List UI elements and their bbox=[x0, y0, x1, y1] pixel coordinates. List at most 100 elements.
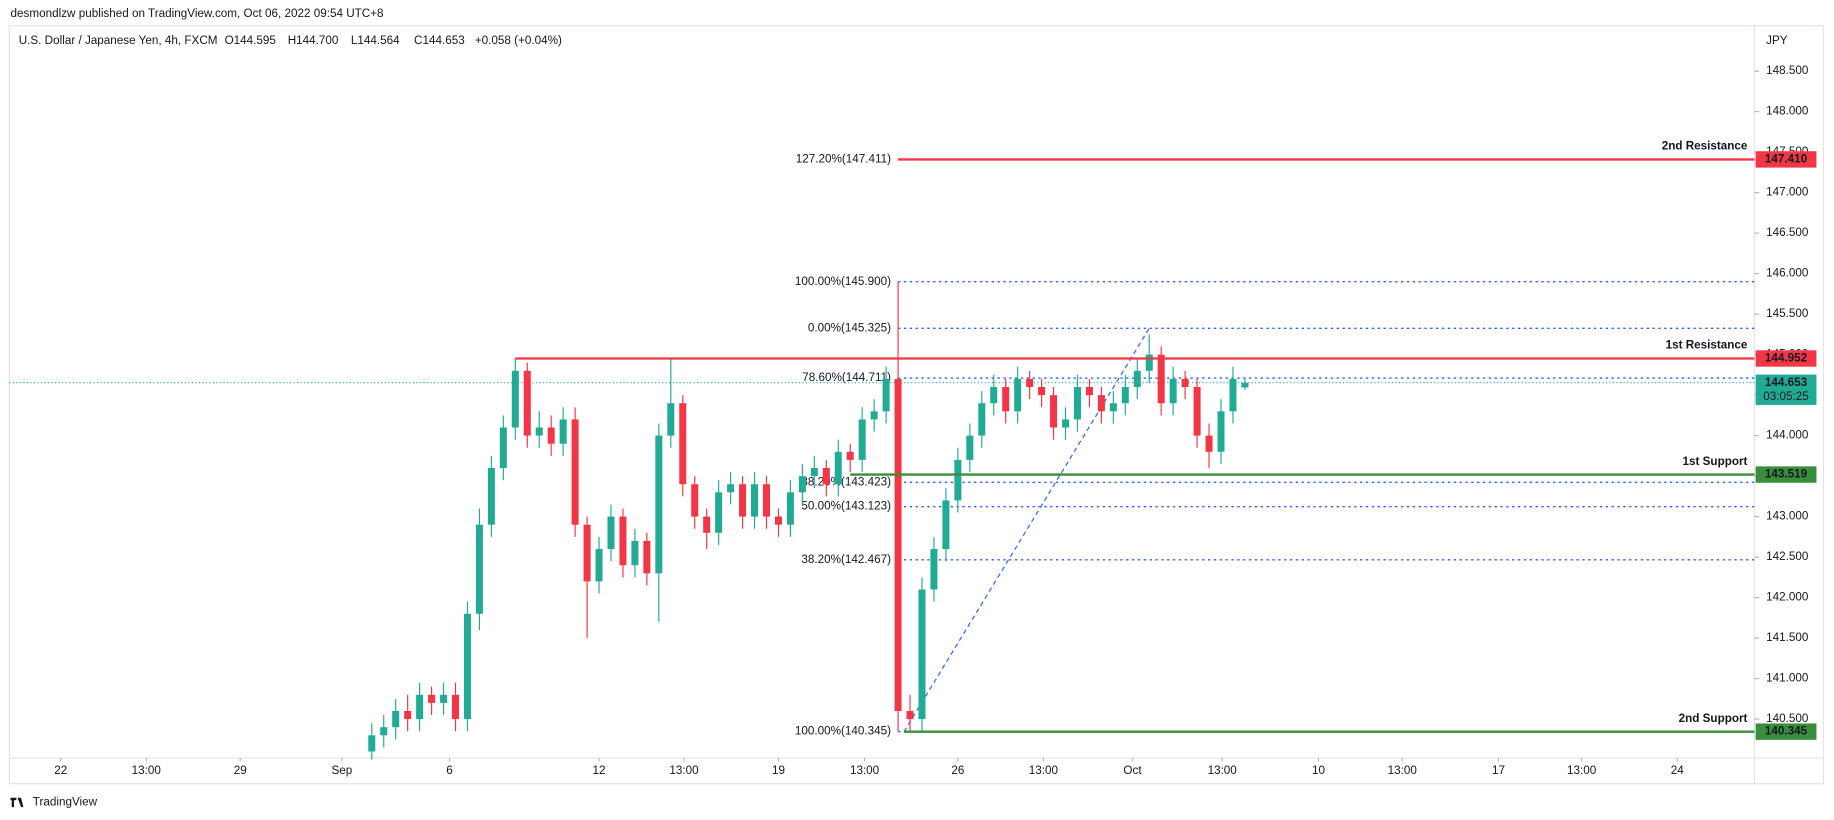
y-tick-label: 141.000 bbox=[1766, 672, 1809, 685]
x-tick-label: 22 bbox=[54, 764, 67, 777]
candle-body bbox=[762, 484, 770, 517]
candle-body bbox=[786, 492, 794, 525]
candle-body bbox=[858, 419, 866, 460]
candle-body bbox=[1109, 403, 1117, 412]
x-tick-label: 6 bbox=[446, 764, 453, 777]
y-tick-label: 146.000 bbox=[1766, 267, 1809, 280]
candle-body bbox=[368, 735, 376, 752]
ohlc-label: L144.564 bbox=[351, 34, 400, 47]
candle-body bbox=[547, 427, 555, 444]
y-tick-label: 140.500 bbox=[1766, 712, 1809, 725]
candle-body bbox=[1121, 387, 1129, 404]
candle-body bbox=[631, 540, 639, 566]
candle-body bbox=[703, 516, 711, 533]
candle-body bbox=[523, 370, 531, 436]
candle-body bbox=[978, 403, 986, 436]
level-name: 1st Support bbox=[1683, 455, 1748, 468]
candle-body bbox=[392, 710, 400, 728]
y-tick-label: 141.500 bbox=[1766, 631, 1809, 644]
level-tag bbox=[1755, 151, 1817, 168]
x-tick-label: 13:00 bbox=[1029, 764, 1059, 777]
x-tick-label: 24 bbox=[1671, 764, 1685, 777]
candle-body bbox=[774, 516, 782, 525]
candle-body bbox=[487, 468, 495, 525]
candle-body bbox=[1062, 419, 1070, 428]
candle-body bbox=[499, 427, 507, 469]
x-tick-label: Oct bbox=[1123, 764, 1142, 777]
candle-body bbox=[463, 613, 471, 720]
candle-body bbox=[1229, 378, 1237, 412]
trend-line bbox=[903, 327, 1150, 732]
candle-body bbox=[1181, 378, 1189, 388]
candle-body bbox=[1169, 378, 1177, 404]
candle-body bbox=[930, 549, 938, 590]
candle-body bbox=[583, 524, 591, 582]
candle-body bbox=[380, 727, 388, 736]
chart-title: U.S. Dollar / Japanese Yen, 4h, FXCM bbox=[19, 34, 218, 47]
x-tick-label: 10 bbox=[1312, 764, 1326, 777]
x-tick-label: Sep bbox=[331, 764, 352, 777]
candle-body bbox=[619, 516, 627, 566]
candle-body bbox=[451, 694, 460, 720]
level-tag-label: 147.410 bbox=[1765, 153, 1808, 166]
y-tick-label: 145.500 bbox=[1766, 307, 1809, 320]
footer: TradingView bbox=[33, 796, 98, 809]
countdown: 03:05:25 bbox=[1763, 390, 1809, 403]
last-price-label: 144.653 bbox=[1765, 376, 1808, 389]
last-price-tag bbox=[1755, 374, 1817, 405]
candle-body bbox=[1241, 382, 1249, 388]
y-tick-label: 148.500 bbox=[1766, 64, 1809, 77]
candle-body bbox=[416, 694, 424, 720]
candle-body bbox=[440, 694, 448, 703]
candle-body bbox=[846, 451, 854, 460]
candle-body bbox=[1038, 387, 1046, 396]
candle-body bbox=[559, 419, 567, 444]
ohlc-label: O144.595 bbox=[225, 34, 277, 47]
candle-body bbox=[906, 710, 914, 720]
candle-body bbox=[727, 484, 735, 493]
level-tag bbox=[1755, 466, 1817, 483]
candle-body bbox=[822, 468, 830, 485]
fib-label: 78.60%(144.711) bbox=[802, 371, 891, 384]
y-tick-label: 142.500 bbox=[1766, 550, 1809, 563]
change-label: +0.058 (+0.04%) bbox=[475, 34, 562, 47]
candle-body bbox=[475, 524, 483, 614]
currency: JPY bbox=[1766, 34, 1788, 47]
candle-body bbox=[679, 403, 687, 485]
candle-body bbox=[798, 476, 806, 493]
y-tick-label: 144.000 bbox=[1766, 429, 1809, 442]
candle-body bbox=[1073, 387, 1081, 420]
level-tag-label: 143.519 bbox=[1765, 468, 1808, 481]
candle-body bbox=[1217, 411, 1225, 452]
x-tick-label: 13:00 bbox=[1208, 764, 1238, 777]
candle-body bbox=[571, 419, 579, 525]
candle-body bbox=[834, 451, 842, 485]
candle-body bbox=[1050, 395, 1058, 428]
level-name: 1st Resistance bbox=[1666, 339, 1748, 352]
candle-body bbox=[894, 378, 902, 711]
y-tick-label: 146.500 bbox=[1766, 226, 1809, 239]
x-tick-label: 26 bbox=[951, 764, 964, 777]
candle-body bbox=[918, 589, 926, 720]
candle-body bbox=[1157, 354, 1165, 404]
candle-body bbox=[715, 492, 723, 533]
y-tick-label: 143.000 bbox=[1766, 510, 1809, 523]
x-tick-label: 13:00 bbox=[669, 764, 699, 777]
candle-body bbox=[535, 427, 543, 436]
candle-body bbox=[404, 710, 412, 720]
candle-body bbox=[810, 468, 818, 477]
y-tick-label: 147.000 bbox=[1766, 186, 1809, 199]
x-tick-label: 19 bbox=[772, 764, 785, 777]
candle-body bbox=[942, 500, 950, 550]
candle-body bbox=[966, 435, 974, 460]
fib-label: 38.20%(142.467) bbox=[801, 553, 891, 566]
x-tick-label: 13:00 bbox=[132, 764, 162, 777]
x-tick-label: 17 bbox=[1492, 764, 1505, 777]
y-tick-label: 148.000 bbox=[1766, 105, 1809, 118]
level-tag bbox=[1755, 723, 1817, 740]
candle-body bbox=[1193, 387, 1201, 436]
candle-body bbox=[954, 459, 962, 501]
x-tick-label: 12 bbox=[593, 764, 606, 777]
